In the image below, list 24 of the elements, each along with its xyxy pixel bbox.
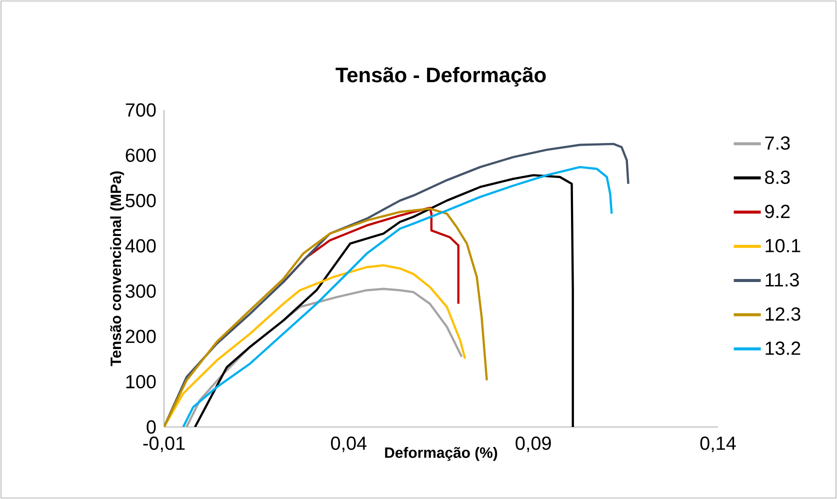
y-tick-label: 700	[126, 103, 156, 117]
x-axis-title: Deformação (%)	[385, 446, 498, 461]
legend-label: 13.2	[766, 342, 800, 355]
legend-label: 11.3	[766, 273, 799, 287]
legend-label: 9.2	[765, 204, 790, 218]
legend-label: 10.1	[766, 238, 800, 252]
legend-label: 8.3	[765, 170, 790, 184]
y-tick-label: 500	[126, 194, 156, 208]
legend-label: 12.3	[766, 307, 800, 321]
x-tick-label: 0,09	[516, 436, 551, 452]
y-tick-label: 400	[125, 239, 156, 253]
x-tick-label: -0,01	[143, 436, 185, 452]
y-axis-title: Tensão convencional (MPa)	[110, 171, 124, 366]
x-tick-label: 0,14	[700, 436, 736, 452]
chart-title: Tensão - Deformação	[336, 66, 546, 86]
legend-label: 7.3	[765, 136, 790, 150]
y-tick-label: 600	[126, 148, 156, 162]
x-tick-label: 0,04	[330, 436, 367, 452]
line-series	[164, 208, 488, 427]
y-tick-label: 200	[126, 330, 156, 344]
y-tick-label: 0	[146, 420, 156, 434]
y-tick-label: 100	[126, 374, 156, 388]
y-tick-label: 300	[126, 284, 156, 298]
line-series	[164, 264, 466, 427]
